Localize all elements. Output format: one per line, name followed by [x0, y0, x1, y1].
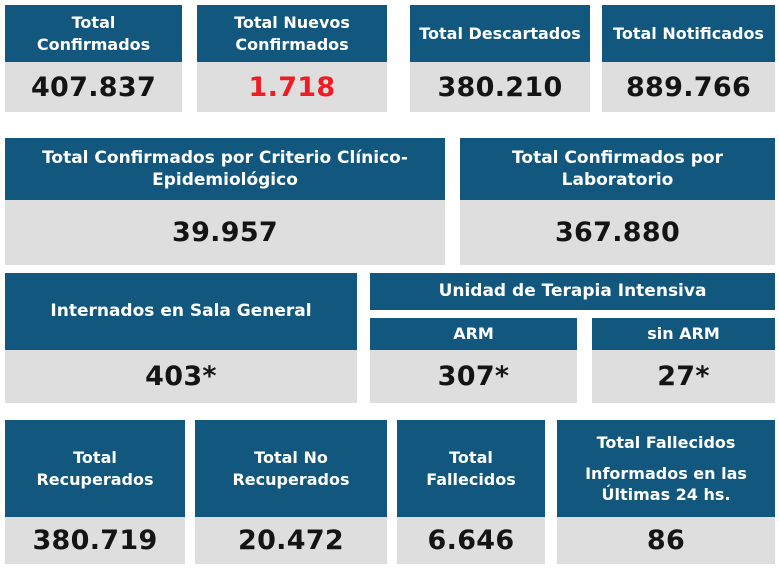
icu-section-label: Unidad de Terapia Intensiva — [438, 281, 707, 302]
card-icu-sin-arm: sin ARM 27* — [592, 318, 775, 403]
card-header: Total Fallecidos Informados en las Últim… — [557, 420, 775, 517]
card-total-confirmados: Total Confirmados 407.837 — [5, 5, 182, 112]
card-label-stack: Total Fallecidos Informados en las Últim… — [565, 432, 767, 505]
card-header: Total Nuevos Confirmados — [197, 5, 387, 62]
card-confirmados-laboratorio: Total Confirmados por Laboratorio 367.88… — [460, 138, 775, 265]
card-icu-arm: ARM 307* — [370, 318, 577, 403]
card-value: 407.837 — [5, 62, 182, 112]
card-total-no-recuperados: Total No Recuperados 20.472 — [195, 420, 387, 564]
card-label: Total Recuperados — [36, 448, 154, 489]
card-label: Total Nuevos Confirmados — [234, 13, 350, 54]
card-value: 20.472 — [195, 517, 387, 564]
card-label: Total Fallecidos — [596, 432, 736, 452]
card-sublabel: Informados en las Últimas 24 hs. — [585, 463, 747, 505]
card-confirmados-criterio-clinico: Total Confirmados por Criterio Clínico-E… — [5, 138, 445, 265]
card-internados-sala-general: Internados en Sala General 403* — [5, 273, 357, 403]
card-value: 6.646 — [397, 517, 545, 564]
card-header: Internados en Sala General — [5, 273, 357, 350]
card-value: 39.957 — [5, 200, 445, 265]
card-label: Total Confirmados — [36, 13, 151, 54]
card-fallecidos-ultimas-24hs: Total Fallecidos Informados en las Últim… — [557, 420, 775, 564]
card-header: Total Recuperados — [5, 420, 185, 517]
card-total-fallecidos: Total Fallecidos 6.646 — [397, 420, 545, 564]
card-header: Total Confirmados por Laboratorio — [460, 138, 775, 200]
card-label: Total Notificados — [613, 23, 764, 43]
card-value: 380.719 — [5, 517, 185, 564]
card-value: 27* — [592, 350, 775, 403]
card-value-highlighted: 1.718 — [197, 62, 387, 112]
card-value: 403* — [5, 350, 357, 403]
card-total-notificados: Total Notificados 889.766 — [602, 5, 775, 112]
card-header: sin ARM — [592, 318, 775, 350]
card-header: Total Confirmados — [5, 5, 182, 62]
card-label: Total Confirmados por Criterio Clínico-E… — [42, 147, 408, 190]
card-label: Total No Recuperados — [232, 448, 350, 489]
card-header: ARM — [370, 318, 577, 350]
card-header: Total Confirmados por Criterio Clínico-E… — [5, 138, 445, 200]
card-value: 86 — [557, 517, 775, 564]
card-label: Total Confirmados por Laboratorio — [512, 147, 723, 190]
card-value: 367.880 — [460, 200, 775, 265]
card-total-nuevos-confirmados: Total Nuevos Confirmados 1.718 — [197, 5, 387, 112]
card-label: Internados en Sala General — [50, 301, 312, 322]
card-value: 380.210 — [410, 62, 590, 112]
card-label: sin ARM — [647, 324, 720, 344]
card-value: 889.766 — [602, 62, 775, 112]
card-value: 307* — [370, 350, 577, 403]
icu-section-header: Unidad de Terapia Intensiva — [370, 273, 775, 310]
card-header: Total Descartados — [410, 5, 590, 62]
card-header: Total Notificados — [602, 5, 775, 62]
card-label: ARM — [453, 324, 494, 344]
card-total-recuperados: Total Recuperados 380.719 — [5, 420, 185, 564]
card-label: Total Descartados — [419, 23, 581, 43]
card-total-descartados: Total Descartados 380.210 — [410, 5, 590, 112]
card-header: Total No Recuperados — [195, 420, 387, 517]
card-label: Total Fallecidos — [426, 448, 516, 489]
card-header: Total Fallecidos — [397, 420, 545, 517]
